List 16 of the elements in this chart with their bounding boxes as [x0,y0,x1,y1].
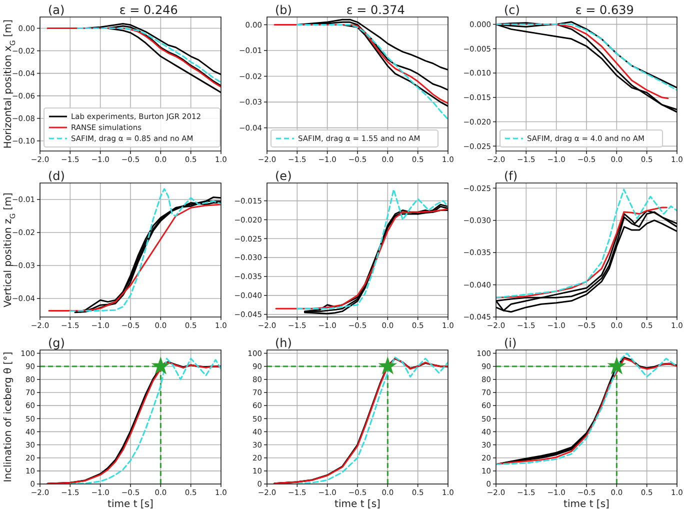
chart-title: (f) [504,169,518,183]
chart-title: (c) [504,3,520,17]
chart-title: (b) [275,3,292,17]
y-axis-title: Inclination of iceberg θ [°] [3,352,14,482]
chart-subtitle: ε = 0.639 [575,3,634,17]
chart-title: (g) [48,336,65,350]
chart-title: (i) [504,336,517,350]
chart-title: (h) [275,336,292,350]
chart-title: (e) [275,169,292,183]
chart-subtitle: ε = 0.246 [119,3,178,17]
x-axis-title: time t [s] [334,499,381,509]
chart-subtitle: ε = 0.374 [346,3,405,17]
x-axis-title: time t [s] [108,499,154,509]
x-axis-title: time t [s] [564,499,610,509]
chart-title: (a) [48,3,65,17]
chart-title: (d) [48,169,65,183]
